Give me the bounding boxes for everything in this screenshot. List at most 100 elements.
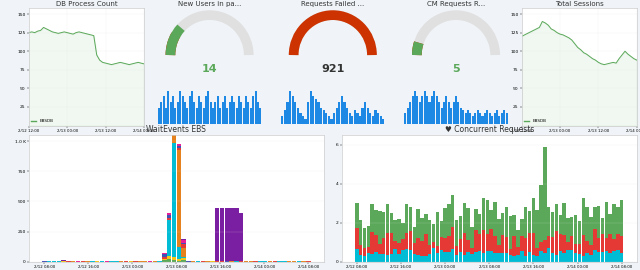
Bar xyxy=(397,219,401,243)
Bar xyxy=(482,198,485,230)
Bar xyxy=(563,203,566,235)
Bar xyxy=(167,259,172,262)
Bar xyxy=(359,245,362,255)
Bar xyxy=(374,235,378,252)
Bar xyxy=(162,253,166,254)
Bar xyxy=(516,247,520,255)
Bar xyxy=(620,236,623,252)
Bar xyxy=(586,253,589,262)
Bar xyxy=(520,219,524,236)
Bar xyxy=(371,204,374,232)
Bar xyxy=(528,252,531,262)
Bar xyxy=(605,251,608,262)
Bar xyxy=(367,247,370,253)
Bar xyxy=(536,248,539,256)
Bar xyxy=(620,200,623,236)
Bar xyxy=(459,239,462,252)
Bar xyxy=(582,198,585,235)
Bar xyxy=(229,208,234,261)
Bar xyxy=(532,233,535,255)
Bar xyxy=(413,243,416,254)
Bar xyxy=(162,256,166,259)
Bar xyxy=(363,256,366,262)
Bar xyxy=(420,241,424,256)
Bar xyxy=(215,208,220,261)
Bar xyxy=(371,254,374,262)
Bar xyxy=(493,253,497,262)
Bar xyxy=(172,119,176,143)
Bar xyxy=(181,248,186,258)
Title: ♥ Concurrent Requests: ♥ Concurrent Requests xyxy=(445,125,534,134)
Bar xyxy=(467,252,470,262)
Bar xyxy=(601,252,604,262)
Bar xyxy=(501,235,504,253)
Bar xyxy=(451,227,454,249)
Bar xyxy=(417,209,420,238)
Bar xyxy=(181,242,186,244)
Bar xyxy=(382,254,385,262)
Bar xyxy=(436,246,439,253)
Bar xyxy=(405,249,408,262)
Bar xyxy=(467,239,470,252)
Bar xyxy=(536,210,539,248)
Text: 14: 14 xyxy=(202,64,218,74)
Bar xyxy=(440,237,443,250)
Bar xyxy=(516,255,520,262)
Bar xyxy=(547,248,550,262)
Bar xyxy=(436,212,439,246)
Bar xyxy=(609,234,612,253)
Bar xyxy=(382,238,385,254)
Bar xyxy=(447,236,451,252)
Bar xyxy=(597,206,600,238)
Bar xyxy=(428,255,431,262)
Bar xyxy=(589,245,593,255)
Bar xyxy=(597,238,600,252)
Bar xyxy=(440,250,443,262)
Bar xyxy=(609,214,612,234)
Bar xyxy=(497,253,500,262)
Bar xyxy=(382,212,385,238)
Bar xyxy=(405,204,408,234)
Bar xyxy=(605,238,608,251)
Bar xyxy=(355,228,358,249)
Bar xyxy=(490,229,493,251)
Bar xyxy=(593,207,596,230)
Title: WaitEvents EBS: WaitEvents EBS xyxy=(147,125,206,134)
Bar xyxy=(459,215,462,239)
Bar xyxy=(486,234,489,251)
Bar xyxy=(605,202,608,238)
Bar xyxy=(540,185,543,241)
Bar xyxy=(181,239,186,242)
Bar xyxy=(444,252,447,262)
Bar xyxy=(490,251,493,262)
Bar xyxy=(467,208,470,239)
Bar xyxy=(516,230,520,247)
Bar xyxy=(570,236,573,250)
Bar xyxy=(589,255,593,262)
Bar xyxy=(167,220,172,256)
Bar xyxy=(405,234,408,249)
Bar xyxy=(172,115,176,116)
Bar xyxy=(177,148,181,150)
Bar xyxy=(162,260,166,262)
Bar xyxy=(177,146,181,148)
Bar xyxy=(555,255,558,262)
Bar xyxy=(447,252,451,262)
Bar xyxy=(390,233,393,254)
Bar xyxy=(409,250,412,262)
Bar xyxy=(540,241,543,251)
Bar xyxy=(570,250,573,262)
Bar xyxy=(474,252,477,262)
Bar xyxy=(555,204,558,231)
Bar xyxy=(239,213,243,261)
Bar xyxy=(547,235,550,248)
Bar xyxy=(586,207,589,241)
Bar xyxy=(497,245,500,253)
Bar xyxy=(428,220,431,245)
Bar xyxy=(559,215,562,234)
Bar xyxy=(172,143,176,257)
Bar xyxy=(593,230,596,250)
Bar xyxy=(397,243,401,254)
Bar xyxy=(547,207,550,235)
Bar xyxy=(563,253,566,262)
